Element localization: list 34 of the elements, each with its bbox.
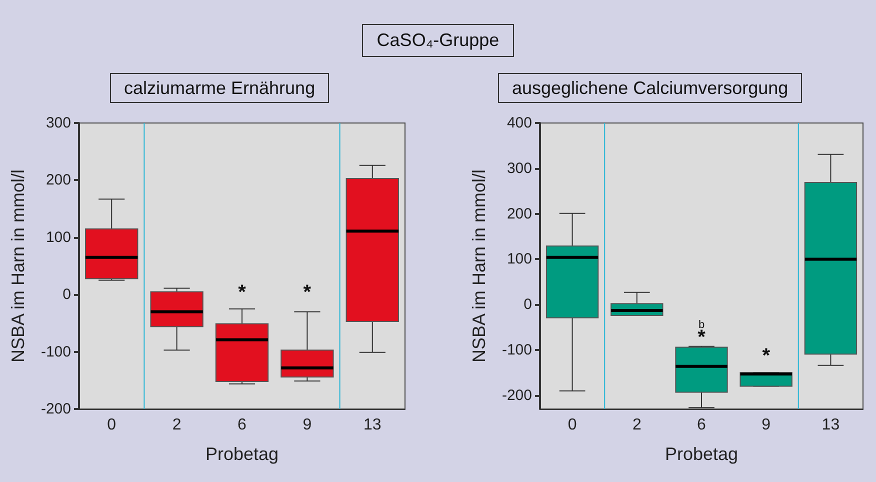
y-tick-label: 200 <box>506 205 532 222</box>
y-tick-label: -200 <box>40 400 71 418</box>
y-tick-label: -100 <box>40 343 71 360</box>
y-tick-label: 100 <box>506 250 532 268</box>
y-tick-label: 400 <box>506 114 532 132</box>
text: CaSO₄-Gruppe <box>362 24 514 57</box>
x-tick-label: 0 <box>568 416 577 434</box>
x-tick-label: 9 <box>302 416 312 434</box>
y-tick-label: 300 <box>46 114 71 132</box>
y-tick-label: -100 <box>502 341 532 358</box>
annotation: * <box>698 326 706 349</box>
y-tick-label: 100 <box>46 228 71 246</box>
annotation: * <box>238 281 246 304</box>
x-axis-title: Probetag <box>205 444 279 464</box>
x-tick-label: 2 <box>172 416 182 434</box>
x-tick-label: 9 <box>762 416 771 434</box>
y-tick-label: 0 <box>62 286 71 304</box>
annotation: * <box>303 281 312 304</box>
x-tick-label: 13 <box>364 416 382 434</box>
y-tick-label: 0 <box>524 296 532 314</box>
x-tick-label: 2 <box>632 416 642 434</box>
chart-title: calziumarme Ernährung <box>124 78 316 98</box>
chart-title: ausgeglichene Calciumversorgung <box>512 78 788 98</box>
x-tick-label: 0 <box>107 416 116 434</box>
y-axis-title: NSBA im Harn in mmol/l <box>8 169 28 363</box>
x-tick-label: 6 <box>238 416 247 434</box>
annotation: * <box>762 344 770 367</box>
y-axis-title: NSBA im Harn in mmol/l <box>469 169 489 363</box>
x-tick-label: 6 <box>697 416 706 434</box>
y-tick-label: -200 <box>502 386 532 404</box>
x-axis-title: Probetag <box>664 444 738 464</box>
y-tick-label: 300 <box>506 160 532 177</box>
y-tick-label: 200 <box>46 172 71 189</box>
x-tick-label: 13 <box>822 416 840 434</box>
